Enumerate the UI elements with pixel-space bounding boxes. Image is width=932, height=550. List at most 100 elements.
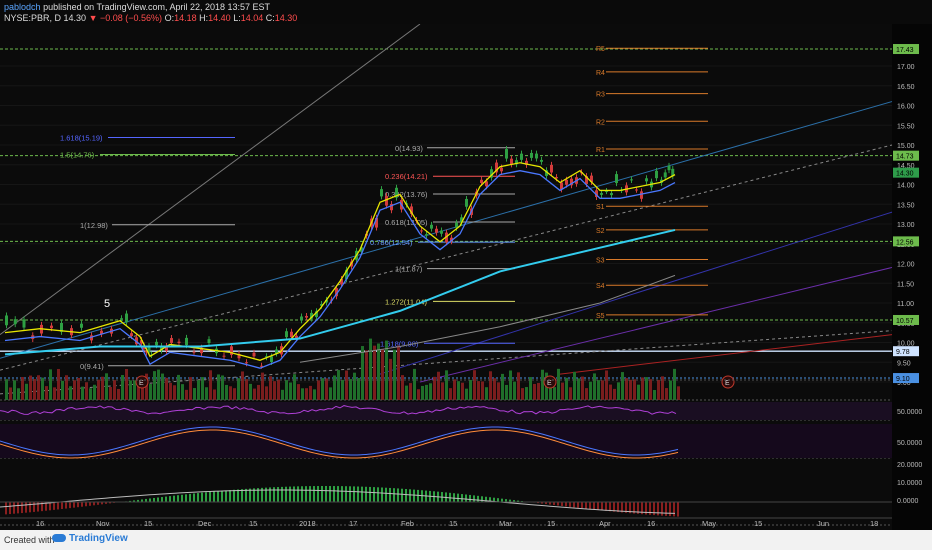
volume-bar: [233, 388, 236, 400]
volume-bar: [309, 385, 312, 400]
volume-bar: [293, 374, 296, 400]
candle-body: [480, 179, 483, 183]
macd-histogram-bar: [625, 502, 627, 513]
candle-body: [465, 198, 468, 207]
fib-label: 1.5(14.76): [60, 150, 95, 159]
macd-histogram-bar: [601, 502, 603, 511]
volume-bar: [493, 378, 496, 400]
volume-bar: [237, 378, 240, 400]
candle-body: [645, 178, 648, 182]
wave-count-label: 5: [104, 298, 110, 310]
price-tick-label: 16.50: [897, 84, 915, 91]
volume-bar: [269, 376, 272, 400]
volume-bar: [53, 387, 56, 400]
macd-histogram-bar: [397, 488, 399, 502]
down-arrow-icon: ▼: [88, 13, 98, 23]
volume-bar: [305, 388, 308, 400]
macd-histogram-bar: [597, 502, 599, 511]
stoch-panel: [0, 424, 892, 458]
time-axis-label: 17: [349, 519, 357, 528]
volume-bar: [349, 379, 352, 400]
macd-histogram-bar: [461, 494, 463, 502]
volume-bar: [525, 387, 528, 400]
volume-bar: [213, 389, 216, 400]
volume-bar: [289, 382, 292, 400]
volume-bar: [137, 380, 140, 400]
created-with-label: Created with: [4, 535, 55, 545]
candle-body: [245, 362, 248, 364]
macd-histogram-bar: [317, 486, 319, 502]
volume-bar: [465, 388, 468, 400]
candle-body: [605, 190, 608, 192]
stoch-axis-label: 50.0000: [897, 440, 922, 447]
macd-histogram-bar: [409, 489, 411, 502]
price-axis-panel: [892, 24, 932, 530]
volume-bar: [501, 373, 504, 400]
macd-histogram-bar: [157, 497, 159, 502]
macd-histogram-bar: [321, 486, 323, 502]
time-axis-label: 15: [547, 519, 555, 528]
chart-canvas[interactable]: 17.00 16.50 16.00 15.50 15.00 14.50 14.00 13.50…: [0, 24, 932, 530]
macd-histogram-bar: [357, 486, 359, 502]
price-tick-label: 9.00: [897, 380, 911, 387]
volume-bar: [637, 384, 640, 400]
macd-histogram-bar: [477, 495, 479, 502]
volume-bar: [185, 389, 188, 400]
macd-histogram-bar: [385, 487, 387, 502]
fib-label: 1.618(9.98): [380, 339, 419, 348]
macd-histogram-bar: [309, 486, 311, 502]
macd-histogram-bar: [281, 486, 283, 502]
candle-body: [252, 352, 256, 357]
macd-histogram-bar: [453, 493, 455, 502]
time-axis-label: Apr: [599, 519, 611, 528]
author-name[interactable]: pablodch: [4, 2, 41, 12]
macd-histogram-bar: [553, 502, 555, 506]
candle-body: [310, 312, 313, 319]
macd-histogram-bar: [593, 502, 595, 510]
volume-bar: [433, 376, 436, 400]
earnings-marker: [721, 375, 735, 389]
candle-body: [525, 160, 528, 165]
tradingview-brand[interactable]: TradingView: [52, 533, 128, 544]
macd-histogram-bar: [673, 502, 675, 517]
macd-histogram-bar: [9, 502, 11, 515]
macd-histogram-bar: [93, 502, 95, 506]
macd-histogram-bar: [57, 502, 59, 510]
volume-bar: [265, 386, 268, 400]
time-axis-label: 2018: [299, 519, 316, 528]
price-badge: [893, 150, 919, 161]
macd-histogram-bar: [89, 502, 91, 506]
volume-bar: [249, 383, 252, 400]
price-badge: [893, 373, 919, 384]
macd-axis-label: 0.0000: [897, 498, 919, 505]
time-axis-label: 18: [870, 519, 878, 528]
macd-histogram-bar: [25, 502, 27, 513]
macd-histogram-bar: [249, 488, 251, 502]
volume-bar: [105, 373, 108, 400]
macd-histogram-bar: [641, 502, 643, 515]
volume-bar: [197, 379, 200, 400]
macd-histogram-bar: [109, 502, 111, 504]
macd-histogram-bar: [541, 502, 543, 504]
volume-bar: [537, 382, 540, 400]
candle-body: [22, 319, 26, 328]
volume-bar: [345, 370, 348, 400]
volume-bar: [89, 388, 92, 400]
earnings-label: E: [725, 380, 730, 387]
price-tick-label: 12.00: [897, 262, 915, 269]
candle-body: [207, 339, 211, 344]
symbol-ticker[interactable]: NYSE:PBR, D: [4, 13, 62, 23]
macd-histogram-bar: [405, 488, 407, 502]
macd-histogram-bar: [509, 499, 511, 502]
macd-histogram-bar: [237, 489, 239, 502]
macd-histogram-bar: [21, 502, 23, 514]
volume-bar: [657, 379, 660, 400]
volume-bar: [49, 369, 52, 400]
candle-body: [147, 346, 151, 353]
volume-bar: [417, 389, 420, 400]
candle-body: [640, 191, 643, 199]
volume-bar: [389, 358, 392, 400]
candle-body: [260, 365, 263, 367]
price-change: −0.08 (−0.56%): [100, 13, 163, 23]
